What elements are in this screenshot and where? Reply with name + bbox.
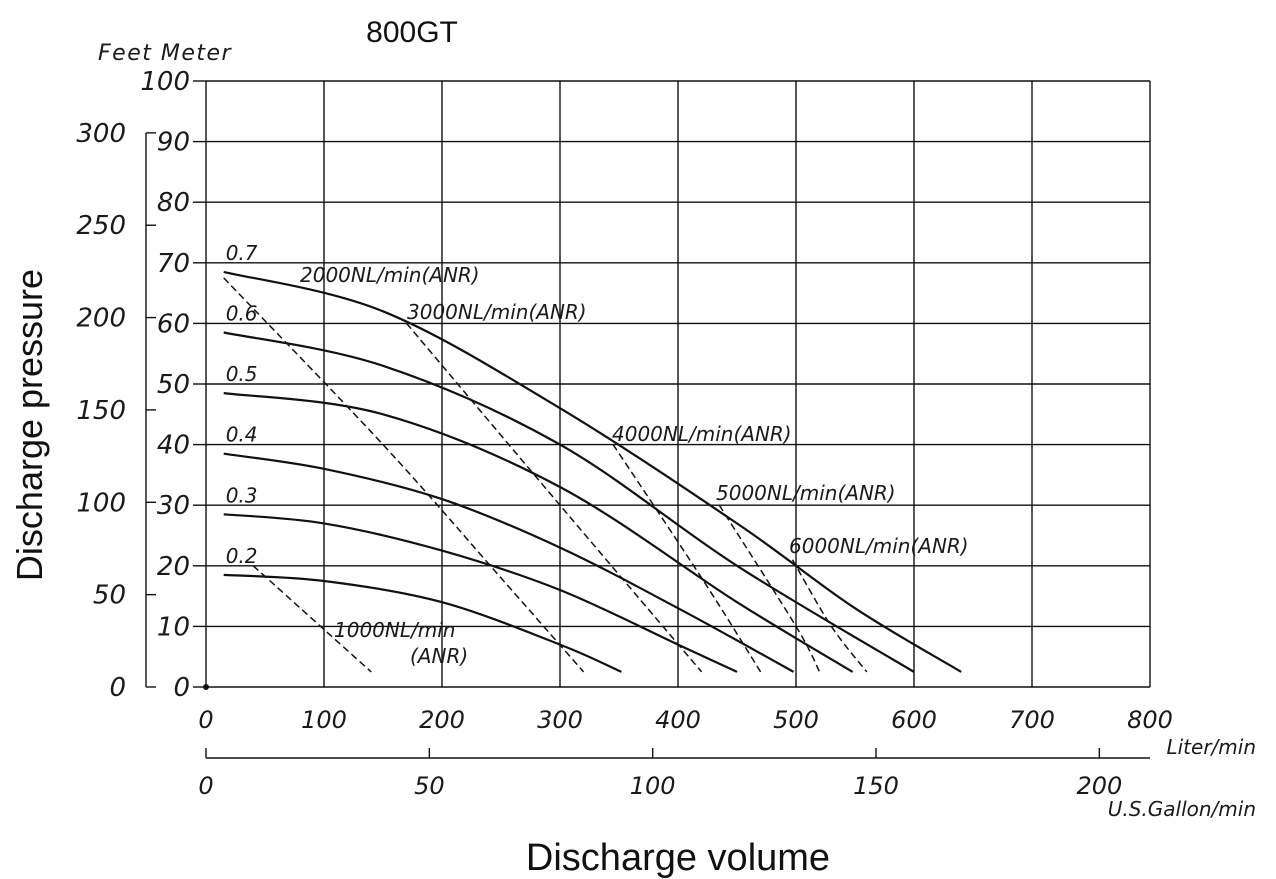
pressure-curve-0.7 xyxy=(223,270,962,673)
meter-tick-label-90: 90 xyxy=(157,128,190,158)
x-tick-label-200: 200 xyxy=(419,706,465,734)
meter-tick-label-30: 30 xyxy=(157,491,190,521)
air-line-6 xyxy=(791,559,868,673)
feet-tick-label-300: 300 xyxy=(76,119,126,149)
gallon-tick-label-150: 150 xyxy=(853,772,899,800)
pressure-curve-0.6 xyxy=(223,331,915,673)
feet-tick-label-200: 200 xyxy=(76,304,126,334)
y-axis-title: Discharge pressure xyxy=(9,269,50,581)
meter-tick-label-80: 80 xyxy=(157,188,190,218)
feet-tick-label-0: 0 xyxy=(109,673,126,703)
x-tick-label-300: 300 xyxy=(537,706,583,734)
x-tick-label-600: 600 xyxy=(891,706,937,734)
series-label-0.4: 0.4 xyxy=(226,423,258,447)
series-label-0.7: 0.7 xyxy=(226,241,258,265)
air-line-label-1: 1000NL/min (ANR) xyxy=(334,618,468,668)
x-tick-label-800: 800 xyxy=(1127,706,1173,734)
meter-tick-label-40: 40 xyxy=(157,431,190,461)
tick-labels: 0 100 200 300 400 500 600 700 800010203040506070… xyxy=(76,67,1173,800)
meter-tick-label-70: 70 xyxy=(157,249,190,279)
air-line-label-4: 4000NL/min(ANR) xyxy=(612,422,792,446)
air-consumption-lines xyxy=(223,277,868,673)
series-label-0.6: 0.6 xyxy=(226,301,258,325)
y-unit-label: Feet Meter xyxy=(98,41,233,66)
feet-tick-label-50: 50 xyxy=(93,581,126,611)
air-line-5 xyxy=(718,504,821,673)
air-line-label-6: 6000NL/min(ANR) xyxy=(789,534,969,558)
pressure-curve-0.2 xyxy=(223,573,622,673)
air-line-3 xyxy=(406,322,703,673)
feet-tick-label-250: 250 xyxy=(76,211,126,241)
feet-tick-label-150: 150 xyxy=(76,396,126,426)
series-label-0.3: 0.3 xyxy=(226,483,258,507)
gallon-tick-label-0: 0 xyxy=(198,772,213,800)
x2-unit-label: U.S.Gallon/min xyxy=(1108,797,1256,821)
pressure-curve-0.5 xyxy=(223,392,854,673)
air-line-2 xyxy=(223,277,585,673)
x-tick-label-400: 400 xyxy=(655,706,701,734)
series-label-0.2: 0.2 xyxy=(226,544,258,568)
air-line-label-5: 5000NL/min(ANR) xyxy=(716,481,896,505)
gallon-tick-label-50: 50 xyxy=(414,772,445,800)
x-tick-label-0: 0 xyxy=(198,706,213,734)
x-tick-label-500: 500 xyxy=(773,706,819,734)
meter-tick-label-10: 10 xyxy=(157,612,190,642)
x-axis-title: Discharge volume xyxy=(526,837,830,879)
series-label-0.5: 0.5 xyxy=(226,362,258,386)
air-line-label-3: 3000NL/min(ANR) xyxy=(407,300,587,324)
meter-tick-label-50: 50 xyxy=(157,370,190,400)
x-tick-label-700: 700 xyxy=(1009,706,1055,734)
meter-tick-label-20: 20 xyxy=(157,552,190,582)
chart-title: 800GT xyxy=(366,16,458,49)
feet-tick-label-100: 100 xyxy=(76,488,126,518)
meter-tick-label-60: 60 xyxy=(157,309,190,339)
x-tick-label-100: 100 xyxy=(301,706,347,734)
air-line-4 xyxy=(612,444,762,673)
pressure-curve-0.4 xyxy=(223,452,795,673)
plot-grid xyxy=(145,80,1151,759)
pressure-curves xyxy=(223,270,962,673)
x-unit-label: Liter/min xyxy=(1166,735,1256,759)
series-labels: 0.7 0.6 0.5 0.4 0.3 0.2 1000NL/min (ANR) 2000NL/… xyxy=(226,241,969,668)
air-line-1 xyxy=(252,565,372,673)
meter-tick-label-100: 100 xyxy=(140,67,190,97)
origin-dot xyxy=(203,684,209,690)
gallon-tick-label-200: 200 xyxy=(1076,772,1122,800)
air-line-label-2: 2000NL/min(ANR) xyxy=(300,263,480,287)
gallon-tick-label-100: 100 xyxy=(630,772,676,800)
pressure-curve-0.3 xyxy=(223,513,738,673)
meter-tick-label-0: 0 xyxy=(173,673,190,703)
